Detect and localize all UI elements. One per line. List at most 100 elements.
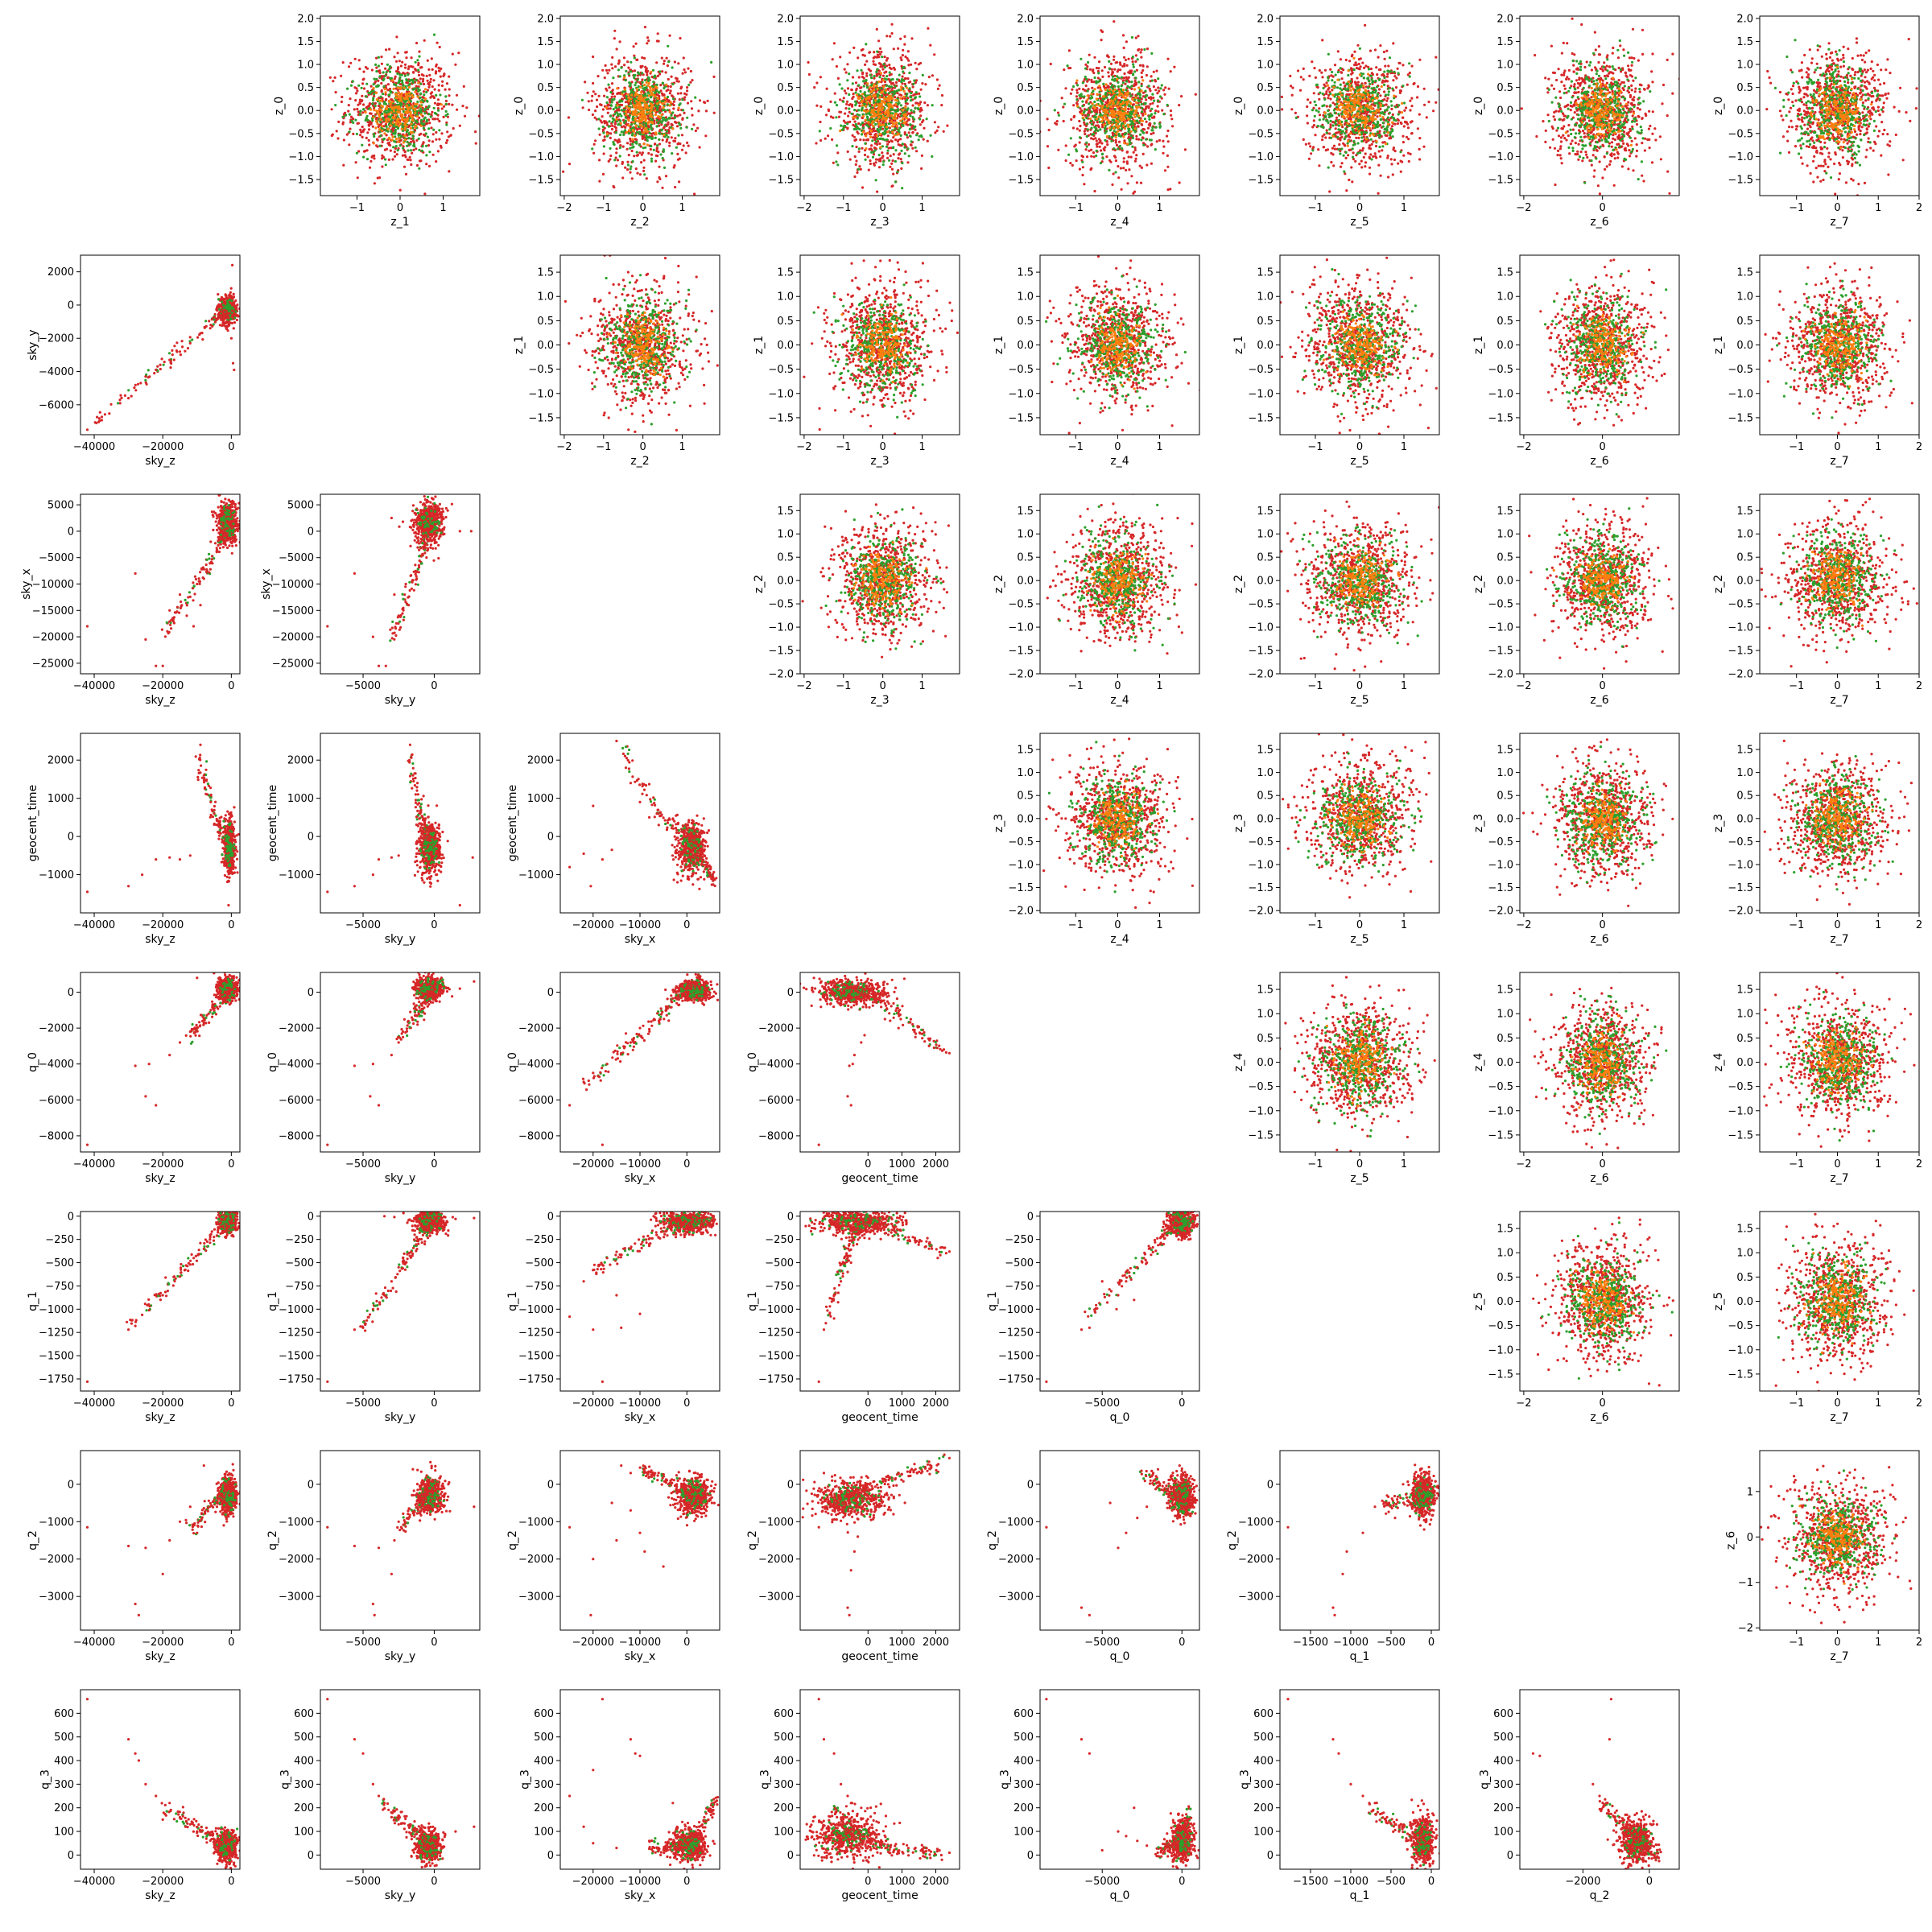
data-point bbox=[1156, 92, 1159, 95]
data-point bbox=[607, 159, 610, 163]
data-point bbox=[613, 125, 617, 128]
data-point bbox=[867, 89, 870, 93]
data-point bbox=[385, 71, 388, 74]
data-point bbox=[642, 166, 646, 169]
data-point bbox=[880, 87, 883, 90]
data-point bbox=[588, 108, 591, 112]
data-point bbox=[921, 121, 924, 124]
data-point bbox=[908, 87, 911, 90]
data-point bbox=[595, 118, 598, 121]
data-point bbox=[407, 85, 411, 89]
data-point bbox=[414, 109, 417, 112]
data-point bbox=[1054, 122, 1057, 125]
data-point bbox=[893, 134, 896, 137]
data-point bbox=[358, 113, 361, 116]
y-tick-label: −1.0 bbox=[768, 151, 794, 163]
data-point bbox=[398, 105, 401, 109]
data-point bbox=[657, 122, 660, 125]
data-point bbox=[876, 93, 879, 96]
data-point bbox=[1150, 129, 1154, 132]
data-point bbox=[860, 48, 863, 52]
data-point bbox=[612, 142, 616, 146]
data-point bbox=[617, 107, 620, 110]
data-point bbox=[602, 131, 605, 134]
data-point bbox=[648, 105, 651, 108]
data-point bbox=[1171, 125, 1174, 128]
data-point bbox=[666, 109, 669, 112]
data-point bbox=[673, 164, 676, 167]
data-point bbox=[813, 86, 816, 89]
data-point bbox=[639, 91, 643, 94]
data-point bbox=[848, 120, 852, 123]
data-point bbox=[1142, 143, 1146, 147]
data-point bbox=[686, 101, 690, 105]
data-point bbox=[635, 151, 638, 154]
data-point bbox=[630, 60, 633, 64]
data-point bbox=[1075, 79, 1079, 82]
data-point bbox=[901, 142, 904, 146]
data-point bbox=[858, 165, 861, 168]
data-point bbox=[683, 96, 687, 99]
data-point bbox=[613, 29, 617, 32]
data-point bbox=[381, 140, 384, 144]
x-tick-label: −2 bbox=[556, 202, 572, 214]
data-point bbox=[639, 64, 642, 68]
data-point bbox=[1145, 120, 1148, 123]
data-point bbox=[658, 142, 662, 146]
data-point bbox=[412, 148, 415, 151]
data-point bbox=[386, 89, 390, 92]
data-point bbox=[605, 89, 609, 92]
data-point bbox=[879, 126, 882, 130]
data-point bbox=[858, 101, 861, 105]
data-point bbox=[1137, 80, 1141, 84]
y-tick-label: 1.5 bbox=[777, 36, 794, 48]
data-point bbox=[640, 119, 643, 122]
data-point bbox=[1123, 63, 1126, 66]
data-point bbox=[907, 64, 910, 67]
data-point bbox=[373, 182, 376, 185]
data-point bbox=[374, 63, 378, 66]
data-point bbox=[842, 100, 845, 103]
data-point bbox=[901, 118, 905, 121]
data-point bbox=[1125, 64, 1129, 67]
data-point bbox=[854, 138, 858, 142]
data-point bbox=[1086, 128, 1089, 131]
data-point bbox=[639, 85, 642, 89]
data-point bbox=[1071, 126, 1075, 130]
data-point bbox=[912, 126, 915, 130]
data-point bbox=[398, 101, 402, 105]
data-point bbox=[831, 58, 834, 61]
data-point bbox=[1109, 62, 1113, 65]
data-point bbox=[831, 138, 834, 141]
data-point bbox=[621, 145, 625, 148]
data-point bbox=[1137, 125, 1140, 128]
data-point bbox=[846, 122, 849, 126]
data-point bbox=[1158, 95, 1162, 98]
data-point bbox=[419, 77, 422, 80]
data-point bbox=[622, 56, 626, 60]
data-point bbox=[1081, 173, 1084, 177]
data-point bbox=[430, 95, 434, 98]
data-point bbox=[1140, 85, 1143, 88]
data-point bbox=[390, 98, 394, 101]
data-point bbox=[692, 123, 696, 126]
data-point bbox=[422, 90, 426, 93]
data-point bbox=[658, 120, 662, 123]
data-point bbox=[1075, 95, 1078, 98]
data-point bbox=[625, 69, 628, 72]
data-point bbox=[330, 134, 333, 138]
data-point bbox=[1137, 138, 1141, 141]
data-point bbox=[1119, 68, 1122, 72]
data-point bbox=[419, 124, 423, 127]
data-point bbox=[667, 122, 670, 126]
data-point bbox=[641, 85, 644, 88]
data-point bbox=[908, 71, 911, 75]
data-point bbox=[880, 123, 883, 126]
data-point bbox=[406, 140, 409, 143]
data-point bbox=[630, 102, 633, 105]
data-point bbox=[882, 85, 886, 89]
data-point bbox=[401, 113, 404, 116]
data-point bbox=[1085, 134, 1088, 138]
data-point bbox=[874, 119, 877, 122]
data-point bbox=[429, 80, 432, 84]
